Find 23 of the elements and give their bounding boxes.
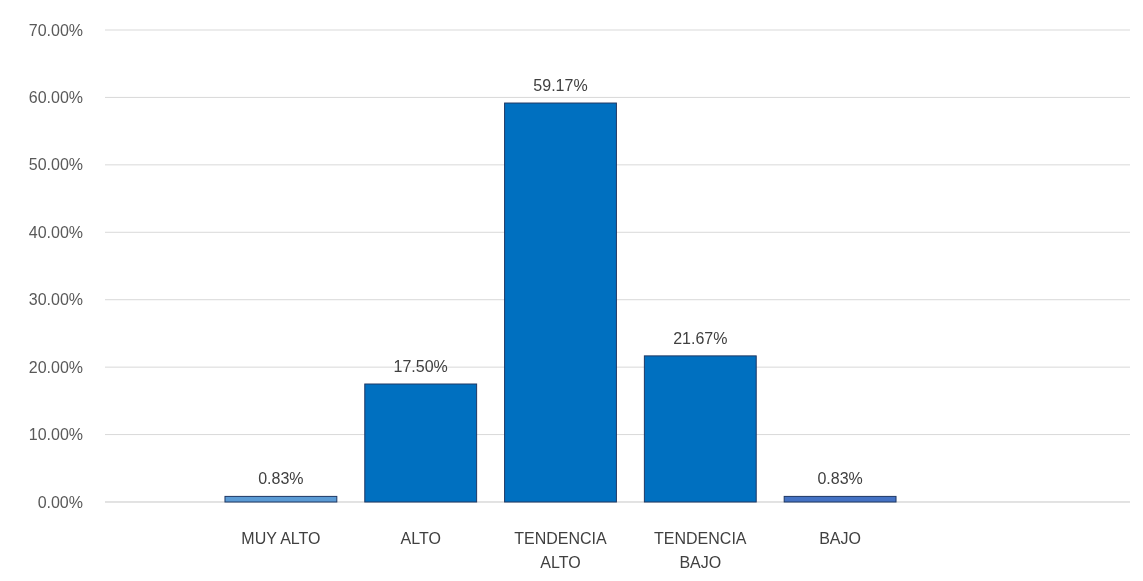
bar	[643, 355, 757, 503]
x-tick-label: BAJO	[819, 530, 861, 547]
bar	[364, 383, 478, 503]
bar	[224, 495, 338, 503]
y-tick-label: 0.00%	[37, 493, 83, 511]
x-tick-label: MUY ALTO	[241, 530, 321, 547]
data-label: 17.50%	[393, 358, 448, 375]
x-tick-label: TENDENCIA BAJO	[654, 530, 747, 571]
data-label: 59.17%	[533, 77, 588, 95]
y-tick-label: 50.00%	[28, 156, 83, 174]
x-tick-label: ALTO	[400, 530, 441, 547]
y-tick-label: 10.00%	[28, 426, 83, 444]
data-label: 21.67%	[673, 329, 728, 347]
y-tick-label: 20.00%	[28, 358, 83, 376]
x-tick-label: TENDENCIA ALTO	[514, 530, 608, 571]
y-tick-label: 40.00%	[28, 223, 83, 241]
y-tick-label: 30.00%	[28, 291, 83, 309]
data-label: 0.83%	[817, 470, 863, 488]
y-tick-label: 60.00%	[28, 89, 83, 107]
bar	[504, 102, 617, 503]
y-tick-label: 70.00%	[28, 21, 83, 39]
data-label: 0.83%	[258, 470, 304, 488]
bar	[783, 495, 897, 503]
